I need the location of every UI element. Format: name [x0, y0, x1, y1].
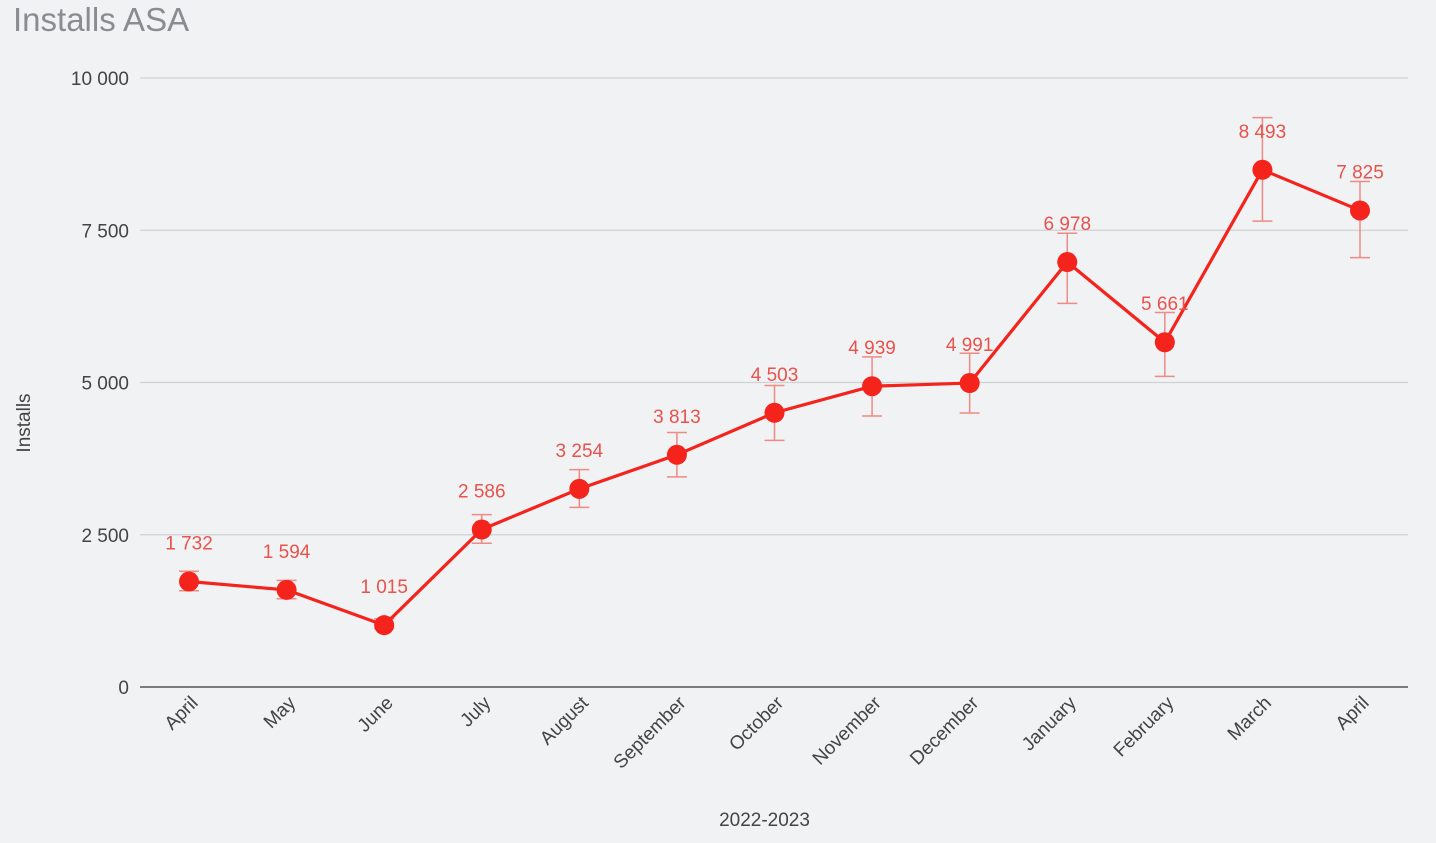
data-label: 3 254	[556, 441, 604, 462]
y-axis-tick-labels: 0 2 500 5 000 7 500 10 000	[71, 69, 129, 699]
data-point	[1350, 200, 1370, 221]
data-label: 5 661	[1141, 294, 1189, 315]
data-point	[959, 373, 980, 394]
data-label: 3 813	[653, 407, 701, 428]
y-tick-label: 10 000	[71, 69, 129, 90]
x-tick-label: March	[1224, 693, 1276, 745]
chart-title: Installs ASA	[13, 1, 190, 38]
data-label: 1 015	[360, 577, 408, 598]
data-label: 4 939	[848, 338, 896, 359]
x-tick-label: April	[1332, 693, 1374, 735]
data-label: 1 732	[165, 534, 213, 555]
x-tick-label: August	[536, 692, 593, 749]
data-point	[374, 615, 395, 636]
x-tick-label: September	[610, 692, 691, 773]
x-tick-label: November	[809, 692, 886, 769]
data-label: 4 991	[946, 335, 994, 356]
data-label: 1 594	[263, 542, 311, 563]
x-tick-label: January	[1018, 692, 1081, 755]
data-point	[1057, 252, 1078, 273]
data-label: 6 978	[1043, 214, 1091, 235]
x-axis-tick-labels: April May June July August September October No…	[161, 692, 1374, 773]
y-tick-label: 0	[118, 678, 129, 699]
data-point	[276, 579, 297, 600]
x-tick-label: February	[1110, 692, 1179, 761]
data-point	[666, 444, 687, 465]
data-point	[764, 402, 785, 423]
y-axis-title: Installs	[14, 393, 35, 452]
x-tick-label: October	[725, 692, 788, 755]
x-tick-label: June	[354, 693, 398, 737]
data-point	[862, 376, 883, 397]
data-label: 2 586	[458, 482, 506, 503]
data-labels: 1 732 1 594 1 015 2 586 3 254 3 813 4 503 4 939…	[165, 122, 1384, 598]
x-tick-label: May	[260, 692, 301, 733]
data-points	[179, 159, 1370, 636]
x-tick-label: December	[906, 692, 983, 769]
data-point	[179, 571, 199, 592]
data-label: 4 503	[751, 365, 799, 386]
data-point	[569, 478, 590, 499]
y-tick-label: 2 500	[81, 526, 129, 547]
data-point	[471, 519, 492, 540]
x-tick-label: July	[457, 692, 496, 731]
y-tick-label: 7 500	[81, 221, 129, 242]
x-tick-label: April	[161, 693, 203, 735]
data-point	[1154, 332, 1175, 353]
data-point	[1252, 159, 1273, 180]
grid-lines	[140, 77, 1408, 536]
data-label: 8 493	[1239, 122, 1287, 143]
data-label: 7 825	[1336, 162, 1384, 183]
x-axis-title: 2022-2023	[719, 810, 810, 831]
y-tick-label: 5 000	[81, 374, 129, 395]
